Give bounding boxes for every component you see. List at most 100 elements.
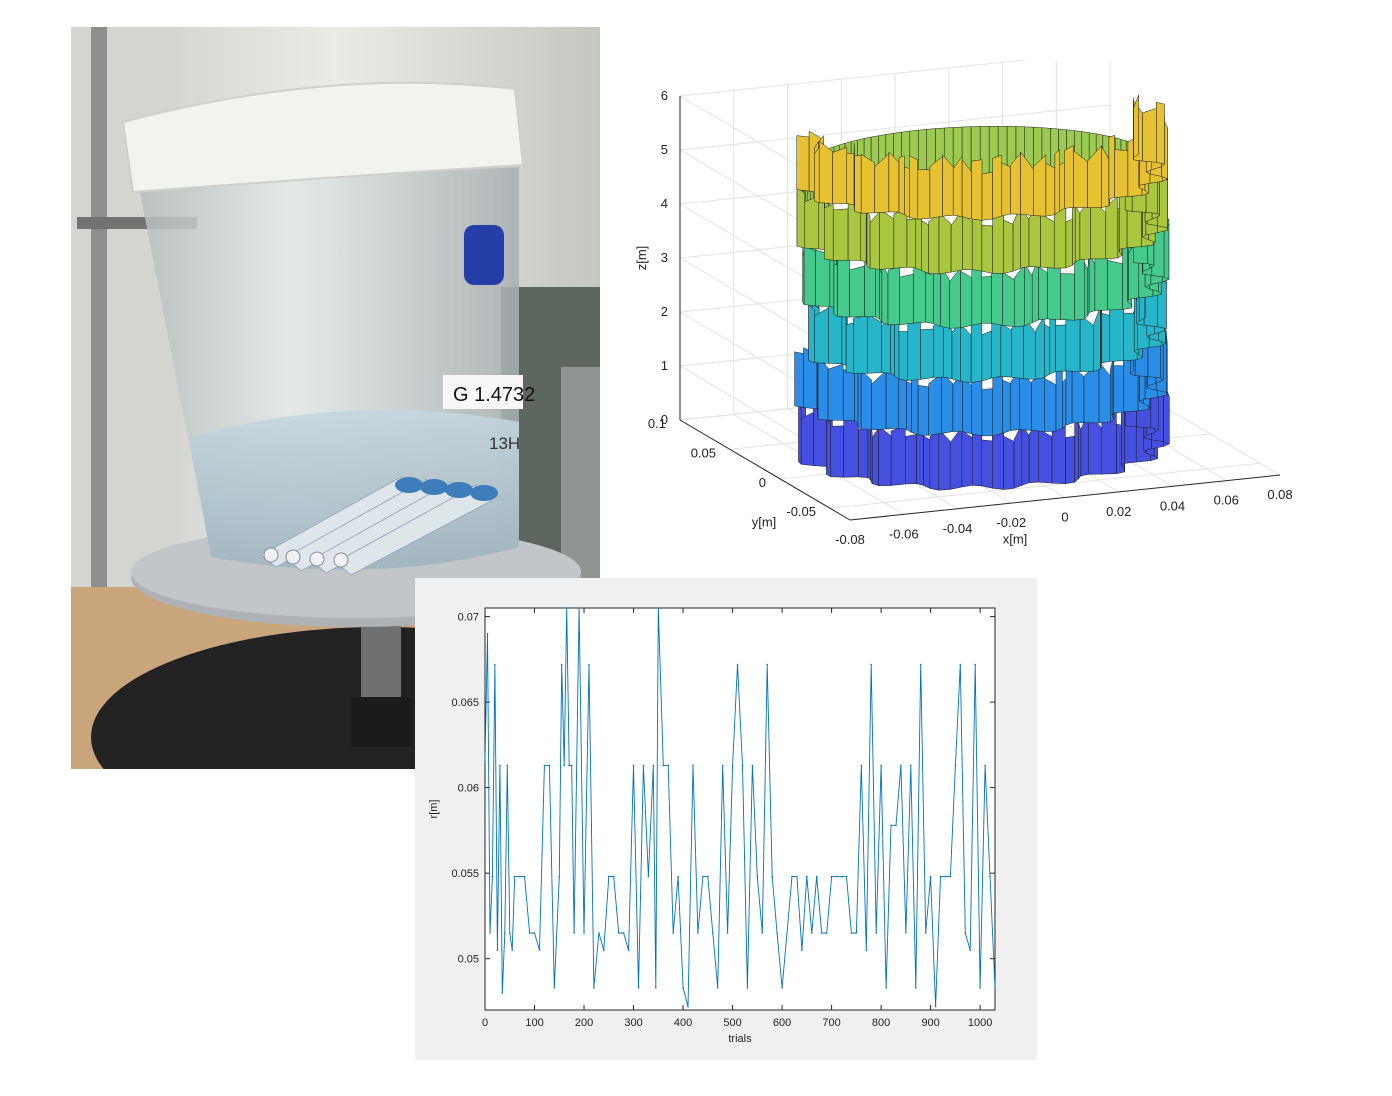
data-point: [501, 992, 504, 994]
surface-facet: [971, 159, 983, 221]
surface-facet: [794, 351, 804, 408]
surface-facet: [992, 154, 1003, 220]
x-tick-label: 0: [482, 1017, 488, 1029]
surface-facet: [1059, 161, 1065, 212]
surface-facet: [1031, 258, 1039, 324]
data-point: [697, 932, 699, 934]
data-point: [598, 932, 600, 934]
x-tick-label-3d: 0.02: [1106, 504, 1131, 519]
data-point: [573, 932, 575, 934]
surface-facet: [843, 415, 859, 478]
data-point: [751, 764, 754, 767]
right-box: [561, 367, 600, 587]
data-point: [489, 932, 491, 934]
data-point: [509, 932, 511, 934]
surface-facet: [960, 270, 973, 329]
data-point: [776, 932, 778, 934]
data-point: [989, 875, 991, 878]
x-tick-label: 200: [575, 1017, 593, 1029]
data-point: [731, 764, 734, 767]
data-point: [761, 932, 764, 934]
surface-facet: [1064, 145, 1074, 209]
surface-facet: [878, 425, 892, 486]
surface-facet: [1055, 366, 1063, 432]
surface-facet: [1001, 162, 1011, 217]
data-point: [692, 764, 694, 767]
x-tick-label: 900: [921, 1017, 939, 1029]
surface-facet: [905, 434, 917, 485]
surface-facet: [992, 212, 1004, 274]
surface-facet: [1038, 266, 1048, 321]
data-point: [496, 949, 499, 951]
data-point: [677, 875, 679, 878]
surface-facet: [921, 220, 929, 274]
surface-facet: [952, 155, 963, 217]
data-point: [840, 875, 843, 878]
surface-facet: [1054, 148, 1060, 216]
surface-facet: [857, 370, 862, 430]
data-point: [712, 932, 714, 934]
surface-facet: [933, 266, 941, 327]
x-tick-label: 100: [525, 1017, 543, 1029]
surface-facet: [800, 411, 814, 466]
surface-facet: [960, 324, 972, 383]
surface-facet: [940, 264, 950, 329]
blue-marker-spot: [464, 225, 504, 285]
data-point: [494, 663, 496, 666]
surface-facet: [1163, 222, 1170, 280]
y-axis-label-3d: y[m]: [752, 514, 777, 529]
data-point: [860, 764, 863, 767]
x-tick-label: 500: [723, 1017, 741, 1029]
data-point: [707, 875, 709, 878]
radius-line-plot-panel: 0 100 200 300 400 500 600 700 800 900 1000 0.05 0.05…: [415, 578, 1037, 1060]
z-tick-label-3d: 1: [661, 358, 668, 373]
data-point: [617, 932, 620, 934]
surface-facet: [906, 381, 912, 433]
surface-facet: [1040, 213, 1055, 269]
data-point: [880, 764, 882, 767]
surface-facet: [871, 426, 879, 487]
x-tick-label-3d: -0.08: [835, 532, 865, 547]
x-tick-label-3d: 0.08: [1267, 487, 1292, 502]
x-axis-label: trials: [728, 1033, 752, 1045]
surface-facet: [992, 372, 1003, 437]
data-point: [560, 663, 563, 666]
surface-facet: [1074, 204, 1081, 263]
surface-facet: [938, 212, 952, 275]
x-tick-label-3d: -0.02: [996, 515, 1026, 530]
surface-facet: [1038, 428, 1053, 484]
data-point: [919, 663, 922, 666]
data-point: [543, 764, 546, 767]
data-point: [518, 875, 521, 878]
surface-facet: [849, 265, 865, 318]
data-point: [721, 764, 724, 767]
surface-facet: [949, 425, 963, 490]
data-point: [890, 824, 892, 827]
data-point: [702, 875, 704, 878]
surface-facet: [962, 212, 973, 271]
z-axis-label-3d: z[m]: [634, 246, 649, 271]
surface-facet: [898, 331, 909, 381]
surface-facet: [1074, 416, 1079, 483]
surface-facet: [1023, 315, 1036, 380]
data-point: [796, 875, 798, 878]
surface-facet: [803, 245, 816, 307]
data-point: [845, 875, 848, 878]
surface-facet: [1044, 323, 1051, 378]
y-tick-label: 0.055: [451, 868, 479, 880]
data-point: [984, 764, 986, 767]
x-tick-label: 800: [872, 1017, 890, 1029]
y-axis-label: r[m]: [428, 800, 440, 819]
surface-facet: [981, 439, 993, 489]
surface-facet: [1133, 94, 1139, 158]
z-tick-label-3d: 5: [661, 142, 668, 157]
data-point: [949, 875, 952, 878]
data-point: [875, 932, 877, 934]
x-tick-label: 600: [773, 1017, 791, 1029]
surface-facet: [894, 320, 900, 380]
surface-facet: [981, 224, 993, 274]
surface-facet: [1060, 273, 1075, 321]
data-point: [766, 663, 768, 666]
surface-facet: [1108, 134, 1115, 200]
data-point: [491, 875, 494, 878]
